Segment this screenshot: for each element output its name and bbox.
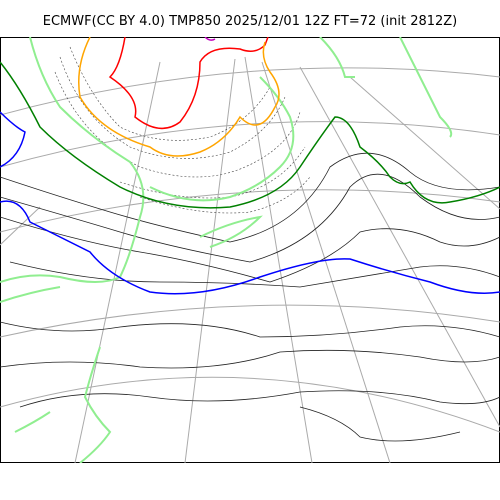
coastline [149,76,295,202]
meridian-line [349,76,500,210]
coastline [199,215,263,248]
isotherm [299,406,461,442]
meridian-line [299,66,500,428]
isotherm-cold [108,37,269,130]
dotted-isotherm [54,71,301,178]
meridian-line [74,61,161,463]
latitude-line [0,189,500,233]
isotherm-cool [78,37,280,157]
isotherm-lines [0,152,500,442]
isotherm [0,173,500,263]
meridian-line [184,58,236,463]
temperature-map [0,37,500,463]
isotherm [19,390,500,408]
coastlines [0,37,453,463]
coastline [0,286,61,303]
dotted-isotherms [54,46,311,214]
latitude-line [0,304,500,338]
latitude-line [0,376,500,433]
meridian-line [0,206,41,246]
dotted-isotherm [59,56,286,159]
dotted-isotherm [139,176,311,214]
isotherm-very-cold [204,37,216,41]
coastline [79,346,112,463]
coastline [14,411,51,433]
isotherm [9,261,500,288]
isotherm [0,152,500,243]
coastline [399,37,453,138]
isotherm [0,216,500,283]
latitude-line [0,67,500,116]
meridian-line [261,61,391,463]
isotherm-warm [0,111,500,295]
isotherm-mid [0,61,500,209]
coastline [0,37,145,283]
map-frame [0,37,500,463]
isotherm [0,321,500,338]
isotherm [0,349,500,369]
coastline [319,37,355,78]
map-title: ECMWF(CC BY 4.0) TMP850 2025/12/01 12Z F… [42,14,458,29]
